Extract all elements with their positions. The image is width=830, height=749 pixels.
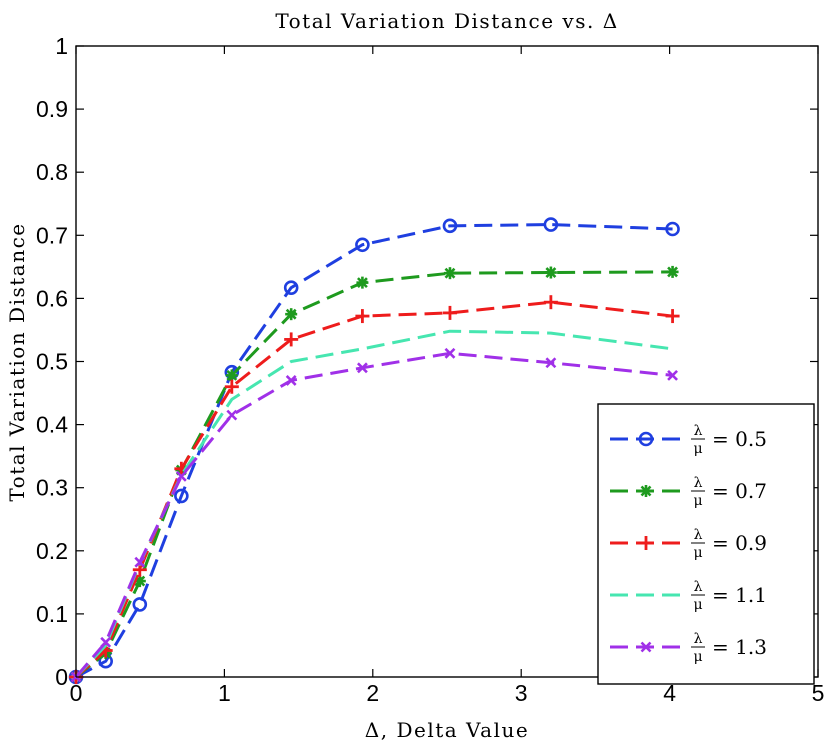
series-line-1	[75, 223, 673, 679]
data-point	[543, 295, 558, 310]
data-point	[283, 280, 299, 295]
x-tick-label: 3	[515, 680, 528, 706]
data-point	[355, 237, 370, 253]
y-tick-label: 0.7	[36, 222, 68, 248]
y-tick-label: 0.6	[36, 285, 68, 311]
legend-entry: λμ = 0.9	[610, 527, 767, 561]
legend-denominator: μ	[693, 441, 702, 457]
data-point	[285, 308, 298, 321]
y-tick-label: 0.9	[36, 96, 68, 122]
legend-marker	[638, 431, 654, 447]
series-line-5	[74, 351, 673, 678]
legend-denominator: μ	[693, 493, 702, 509]
data-point	[665, 221, 680, 237]
data-point	[667, 369, 678, 381]
data-point	[356, 362, 368, 374]
x-tick-label: 1	[218, 680, 231, 706]
x-tick-label: 0	[70, 680, 83, 706]
legend-denominator: μ	[693, 649, 702, 665]
data-point	[100, 636, 112, 648]
data-point	[666, 265, 679, 278]
data-point	[175, 470, 187, 482]
legend-entry: λμ = 1.1	[610, 579, 767, 613]
legend-label: = 0.9	[712, 531, 767, 555]
legend: λμ = 0.5λμ = 0.7λμ = 0.9λμ = 1.1λμ = 1.3	[597, 403, 815, 685]
chart-title: Total Variation Distance vs. Δ	[275, 9, 618, 33]
y-tick-label: 0.1	[36, 601, 68, 627]
data-point	[545, 357, 557, 369]
legend-label: = 0.7	[712, 479, 767, 503]
data-point	[174, 488, 189, 504]
legend-denominator: μ	[693, 545, 702, 561]
legend-marker	[640, 641, 652, 653]
x-tick-label: 4	[663, 680, 676, 706]
legend-numerator: λ	[694, 475, 703, 491]
data-point	[442, 218, 458, 234]
legend-label: = 1.3	[712, 635, 767, 659]
y-tick-label: 0.4	[36, 412, 68, 438]
data-point	[284, 332, 299, 347]
legend-numerator: λ	[694, 527, 703, 543]
x-tick-label: 5	[812, 680, 825, 706]
data-point	[443, 267, 456, 280]
legend-denominator: μ	[693, 597, 702, 613]
y-axis-label: Total Variation Distance	[5, 222, 29, 501]
legend-entry: λμ = 0.5	[610, 423, 767, 457]
data-point	[224, 379, 239, 394]
y-tick-label: 0.2	[36, 538, 68, 564]
plot-area	[68, 45, 819, 685]
legend-numerator: λ	[694, 423, 703, 439]
data-point	[225, 369, 238, 382]
x-axis: 0 1 2 3 4 5	[70, 46, 825, 706]
legend-numerator: λ	[694, 579, 703, 595]
data-point	[356, 276, 369, 289]
y-tick-label: 0.3	[36, 475, 68, 501]
y-tick-label: 1	[55, 33, 68, 59]
legend-marker	[640, 485, 652, 497]
data-point	[132, 597, 148, 612]
legend-marker	[639, 536, 653, 550]
x-axis-label: Δ, Delta Value	[365, 718, 529, 742]
y-tick-label: 0.5	[36, 349, 68, 375]
legend-numerator: λ	[694, 631, 703, 647]
legend-box	[597, 403, 815, 685]
data-point	[285, 375, 297, 386]
y-tick-label: 0	[55, 664, 68, 690]
data-point	[444, 347, 456, 359]
legend-label: = 0.5	[712, 427, 767, 451]
data-point	[134, 556, 146, 568]
data-point	[442, 305, 457, 320]
y-tick-label: 0.8	[36, 159, 68, 185]
legend-entry: λμ = 1.3	[610, 631, 767, 665]
x-tick-label: 2	[366, 680, 379, 706]
data-point	[543, 217, 559, 232]
data-point	[544, 266, 557, 279]
series-line-3	[75, 300, 673, 679]
legend-label: = 1.1	[712, 583, 767, 607]
legend-entry: λμ = 0.7	[610, 475, 767, 509]
y-axis: 0 0.1 0.2 0.3 0.4 0.5 0.6 0.7 0.8 0.9 1	[36, 33, 818, 690]
data-point	[355, 309, 370, 324]
data-point	[226, 409, 238, 421]
data-point	[665, 309, 680, 324]
